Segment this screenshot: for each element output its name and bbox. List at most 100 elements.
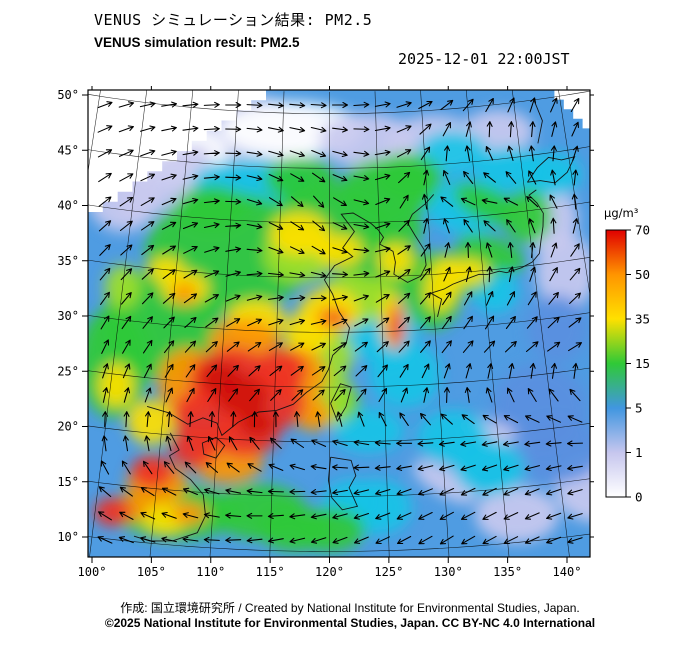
wind-arrow xyxy=(419,123,432,135)
wind-arrow xyxy=(529,241,536,259)
wind-arrow xyxy=(570,243,580,257)
wind-arrow xyxy=(439,487,455,496)
wind-arrow xyxy=(486,121,493,138)
wind-arrow xyxy=(420,267,431,281)
wind-arrow xyxy=(399,412,409,426)
wind-arrow xyxy=(524,512,540,520)
wind-arrow xyxy=(119,196,134,207)
wind-arrow xyxy=(333,365,347,377)
wind-arrow xyxy=(163,340,175,354)
wind-arrow xyxy=(268,173,284,182)
wind-arrow xyxy=(439,511,454,520)
wind-arrow xyxy=(268,150,284,158)
wind-arrow xyxy=(184,340,197,353)
wind-arrow xyxy=(268,463,284,471)
wind-arrow xyxy=(161,125,177,132)
wind-arrow xyxy=(487,362,494,379)
wind-arrow xyxy=(269,437,282,450)
wind-arrow xyxy=(508,362,515,379)
wind-arrow xyxy=(269,365,283,377)
wind-arrow xyxy=(98,511,112,521)
wind-arrow xyxy=(332,513,348,520)
copyright-line: ©2025 National Institute for Environment… xyxy=(104,616,596,630)
wind-arrow xyxy=(353,101,370,108)
wind-arrow xyxy=(547,341,561,352)
wind-arrow xyxy=(119,220,133,232)
graticule-meridian xyxy=(269,91,285,557)
wind-arrow xyxy=(399,194,409,209)
wind-arrow xyxy=(140,221,155,231)
wind-arrow xyxy=(315,411,322,428)
wind-arrow xyxy=(440,413,453,425)
wind-arrow xyxy=(123,387,131,403)
wind-arrow xyxy=(225,222,242,229)
wind-arrow xyxy=(246,270,263,277)
wind-arrow xyxy=(356,388,367,402)
wind-arrow xyxy=(206,364,218,378)
wind-arrow xyxy=(567,537,583,544)
wind-arrow xyxy=(332,294,348,301)
wind-arrow xyxy=(203,174,220,181)
wind-arrow xyxy=(332,247,348,254)
lon-tick-label: 100° xyxy=(78,565,107,579)
wind-arrow xyxy=(204,487,220,495)
wind-arrow xyxy=(225,174,242,181)
lat-tick-label: 40° xyxy=(57,199,79,213)
wind-arrow xyxy=(182,487,198,496)
plot-frame xyxy=(87,89,591,558)
graticule-meridian xyxy=(149,90,194,557)
wind-arrow xyxy=(207,388,217,402)
wind-arrow xyxy=(98,196,112,207)
wind-arrow xyxy=(144,435,151,452)
wind-arrow xyxy=(120,244,133,256)
wind-arrow xyxy=(354,318,369,327)
wind-arrow xyxy=(101,435,108,452)
wind-arrow xyxy=(485,387,493,403)
wind-arrow xyxy=(183,245,198,254)
wind-arrow xyxy=(396,512,412,520)
wind-arrow xyxy=(567,513,583,520)
wind-arrow xyxy=(246,223,263,230)
wind-arrow xyxy=(486,266,493,283)
wind-arrow xyxy=(142,339,153,354)
wind-arrow xyxy=(140,197,155,206)
wind-arrow xyxy=(336,411,343,427)
wind-arrow xyxy=(548,388,559,402)
wind-arrow xyxy=(205,317,219,328)
wind-arrow xyxy=(375,536,391,545)
wind-arrow xyxy=(420,340,431,353)
wind-arrow xyxy=(483,220,496,232)
wind-arrow xyxy=(375,222,391,229)
wind-arrow xyxy=(423,217,430,234)
wind-arrow xyxy=(228,436,238,451)
wind-arrow xyxy=(246,198,263,206)
wind-arrow xyxy=(398,316,410,329)
wind-arrow xyxy=(310,537,327,544)
wind-arrow xyxy=(123,411,130,428)
wind-arrow xyxy=(225,150,242,157)
wind-arrow xyxy=(98,172,112,183)
wind-arrow xyxy=(140,487,155,497)
lat-tick-label: 10° xyxy=(57,530,79,544)
wind-arrow xyxy=(289,295,306,302)
wind-arrow xyxy=(524,415,540,423)
wind-arrow xyxy=(247,341,262,352)
wind-arrow xyxy=(310,488,327,495)
wind-arrow xyxy=(140,511,156,520)
wind-arrow xyxy=(528,218,536,234)
wind-arrow xyxy=(182,173,199,180)
wind-arrow xyxy=(142,460,153,475)
wind-arrow xyxy=(332,222,348,230)
lat-tick-label: 35° xyxy=(57,254,79,268)
wind-arrow xyxy=(225,294,241,302)
wind-arrow xyxy=(268,246,284,254)
wind-arrow xyxy=(503,197,519,206)
wind-arrow xyxy=(507,97,515,113)
wind-arrow xyxy=(485,290,494,306)
lat-tick-label: 15° xyxy=(57,475,79,489)
graticule-meridian xyxy=(88,90,101,174)
wind-arrow xyxy=(569,388,581,402)
wind-arrow xyxy=(353,439,370,446)
wind-arrow xyxy=(398,219,410,232)
